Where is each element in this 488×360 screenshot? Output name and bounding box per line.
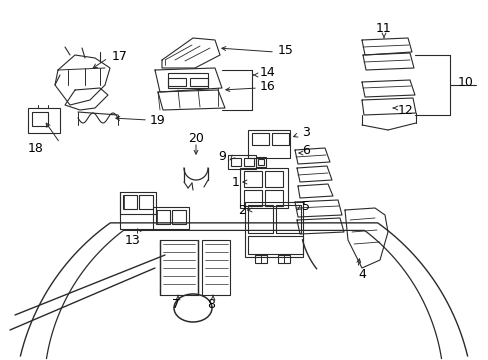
Bar [244, 158, 253, 166]
Bar [32, 112, 48, 126]
Bar [28, 108, 60, 133]
Text: 4: 4 [357, 269, 365, 282]
Text: 8: 8 [206, 298, 215, 311]
Bar [202, 240, 229, 295]
Bar [278, 255, 289, 263]
Text: 18: 18 [28, 141, 44, 154]
Bar [160, 240, 198, 295]
Text: 9: 9 [218, 150, 225, 163]
Bar [264, 190, 283, 206]
Bar [275, 205, 301, 233]
Text: 15: 15 [278, 45, 293, 58]
Bar [120, 192, 156, 214]
Bar [251, 133, 268, 145]
Text: 1: 1 [231, 175, 240, 189]
Text: 20: 20 [187, 131, 203, 144]
Text: 2: 2 [238, 203, 245, 216]
Text: 5: 5 [302, 201, 309, 213]
Text: 16: 16 [260, 81, 275, 94]
Bar [244, 171, 262, 187]
Bar [156, 210, 170, 224]
Bar [271, 133, 288, 145]
Text: 11: 11 [375, 22, 391, 35]
Bar [264, 171, 283, 187]
Text: 10: 10 [457, 76, 473, 89]
Bar [153, 207, 189, 229]
Text: 17: 17 [112, 50, 128, 63]
Text: 14: 14 [260, 66, 275, 78]
Bar [230, 158, 241, 166]
Text: 3: 3 [302, 126, 309, 139]
Bar [168, 73, 207, 88]
Bar [227, 155, 256, 169]
Bar [247, 236, 303, 254]
Bar [256, 157, 265, 167]
Bar [139, 195, 153, 209]
Text: 12: 12 [397, 104, 413, 117]
Bar [247, 205, 272, 233]
Bar [244, 202, 303, 257]
Bar [240, 168, 287, 208]
Bar [244, 190, 262, 206]
Text: 13: 13 [125, 234, 141, 247]
Bar [258, 159, 264, 165]
Bar [123, 195, 137, 209]
Bar [190, 78, 207, 86]
Bar [168, 78, 185, 86]
Text: 6: 6 [302, 144, 309, 157]
Bar [247, 130, 289, 158]
Text: 19: 19 [150, 113, 165, 126]
Text: 7: 7 [172, 298, 180, 311]
Bar [254, 255, 266, 263]
Bar [172, 210, 185, 224]
